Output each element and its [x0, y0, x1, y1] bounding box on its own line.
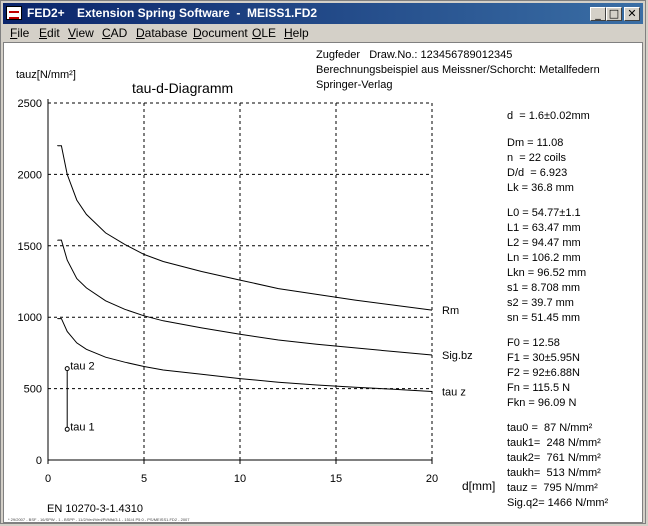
x-tick-label: 15 — [330, 473, 342, 485]
menu-edit[interactable]: Edit — [39, 26, 60, 40]
spec-line: Ln = 106.2 mm — [507, 252, 581, 264]
footer-tiny-text: * 29/2007 - BSF - 16/SPW - 1 - BSPP - 11… — [8, 517, 190, 522]
x-tick-label: 0 — [45, 473, 51, 485]
menu-cad[interactable]: CAD — [102, 26, 128, 40]
app-badge: FED2+ — [27, 6, 65, 20]
spec-line: F0 = 12.58 — [507, 337, 560, 349]
y-tick-label: 1500 — [18, 241, 42, 253]
tau-marker-label: tau 2 — [70, 361, 94, 373]
y-axis-label: tauz[N/mm²] — [16, 69, 76, 81]
spec-line: Lk = 36.8 mm — [507, 182, 574, 194]
spec-line: Sig.q2= 1466 N/mm² — [507, 497, 609, 509]
x-axis-label: d[mm] — [462, 479, 496, 493]
spec-line: D/d = 6.923 — [507, 167, 568, 179]
x-tick-label: 10 — [234, 473, 246, 485]
spec-line: L1 = 63.47 mm — [507, 222, 581, 234]
menu-file[interactable]: File — [10, 26, 30, 40]
spec-line: Dm = 11.08 — [507, 137, 564, 149]
window-title: Extension Spring Software - MEISS1.FD2 — [77, 6, 318, 20]
y-tick-label: 0 — [36, 455, 42, 467]
close-button[interactable]: ✕ — [624, 7, 640, 21]
tau-marker-label: tau 1 — [70, 421, 94, 433]
tau-marker-point — [64, 426, 70, 432]
series-line-rm — [57, 145, 433, 311]
tau-marker-point — [64, 366, 70, 372]
spec-line: taukh= 513 N/mm² — [507, 467, 601, 479]
spec-line: n = 22 coils — [507, 152, 567, 164]
minimize-button[interactable]: _ — [590, 7, 606, 21]
drawing-area: 0 5 10 15 20 0 500 1000 1500 2000 2500 Rm Sig.bz tau … — [3, 42, 643, 523]
spec-line: F1 = 30±5.95N — [507, 352, 580, 364]
spec-line: L0 = 54.77±1.1 — [507, 207, 581, 219]
spec-line: d = 1.6±0.02mm — [507, 110, 590, 122]
app-icon[interactable] — [6, 6, 22, 20]
y-tick-label: 2000 — [18, 169, 42, 181]
tau-d-chart: 0 5 10 15 20 0 500 1000 1500 2000 2500 Rm Sig.bz tau … — [18, 98, 473, 485]
spec-line: tau0 = 87 N/mm² — [507, 422, 593, 434]
header-line-2: Berechnungsbeispiel aus Meissner/Schorch… — [316, 64, 600, 76]
menu-view[interactable]: View — [68, 26, 94, 40]
spec-line: sn = 51.45 mm — [507, 312, 581, 324]
spec-line: Lkn = 96.52 mm — [507, 267, 587, 279]
spec-line: F2 = 92±6.88N — [507, 367, 580, 379]
menu-database[interactable]: Database — [136, 26, 188, 40]
series-label: tau z — [442, 386, 466, 398]
maximize-button[interactable]: □ — [606, 7, 622, 21]
chart-title: tau-d-Diagramm — [132, 80, 234, 96]
series-line-sig-bz — [57, 239, 433, 356]
spec-line: s1 = 8.708 mm — [507, 282, 581, 294]
header-line-3: Springer-Verlag — [316, 79, 393, 91]
series-label: Rm — [442, 305, 459, 317]
spec-line: tauk2= 761 N/mm² — [507, 452, 601, 464]
series-label: Sig.bz — [442, 350, 473, 362]
x-tick-label: 20 — [426, 473, 438, 485]
menu-help[interactable]: Help — [284, 26, 309, 40]
menu-ole[interactable]: OLE — [252, 26, 277, 40]
title-bar[interactable]: FED2+ Extension Spring Software - MEISS1… — [3, 3, 643, 24]
spec-line: tauk1= 248 N/mm² — [507, 437, 601, 449]
y-tick-label: 2500 — [18, 98, 42, 110]
spec-line: L2 = 94.47 mm — [507, 237, 581, 249]
menu-document[interactable]: Document — [193, 26, 248, 40]
series-line-tau-z — [57, 318, 433, 392]
spec-line: Fn = 115.5 N — [507, 382, 571, 394]
header-line-1: Zugfeder Draw.No.: 123456789012345 — [316, 49, 513, 61]
y-tick-label: 1000 — [18, 312, 42, 324]
x-tick-label: 5 — [141, 473, 147, 485]
spec-line: Fkn = 96.09 N — [507, 397, 577, 409]
spec-line: tauz = 795 N/mm² — [507, 482, 598, 494]
material-label: EN 10270-3-1.4310 — [47, 503, 144, 515]
menu-bar: File Edit View CAD Database Document OLE… — [3, 24, 643, 42]
spec-line: s2 = 39.7 mm — [507, 297, 574, 309]
y-tick-label: 500 — [24, 384, 42, 396]
